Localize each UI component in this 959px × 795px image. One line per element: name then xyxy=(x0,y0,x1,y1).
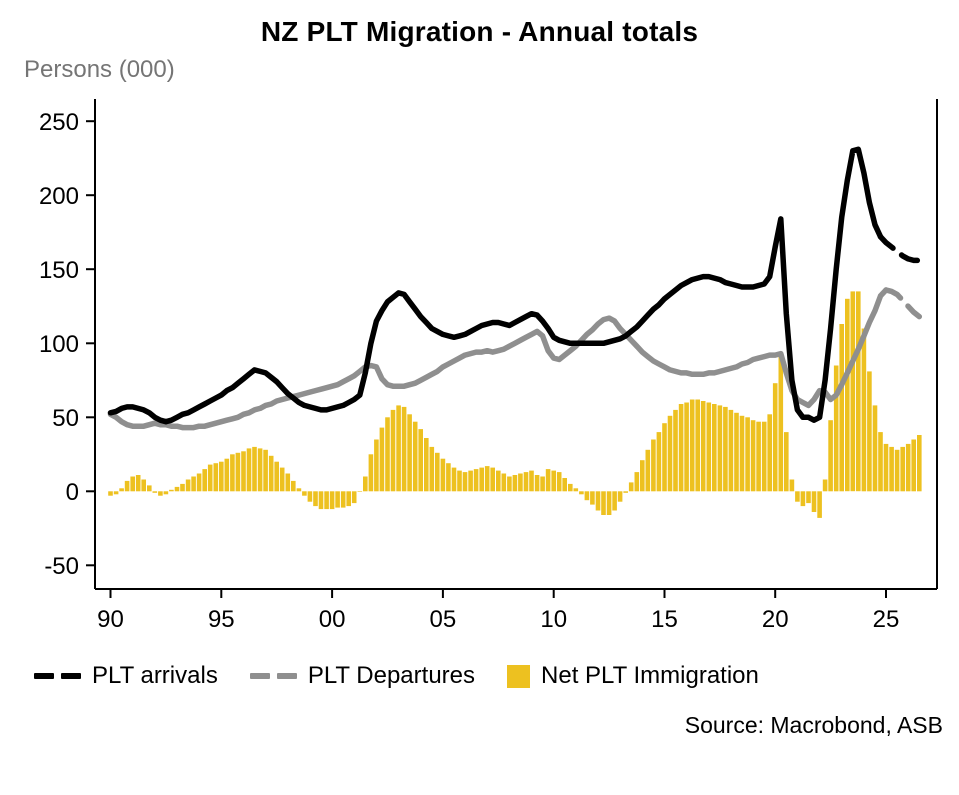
legend-item-net-plt-immigration: Net PLT Immigration xyxy=(507,662,759,690)
legend-label-plt-arrivals: PLT arrivals xyxy=(92,662,218,689)
x-tick-label: 00 xyxy=(319,606,346,633)
net-plt-immigration-swatch-icon xyxy=(507,664,531,688)
y-tick-label: 100 xyxy=(39,331,79,358)
x-tick-label: 25 xyxy=(873,606,900,633)
legend-label-plt-departures: PLT Departures xyxy=(307,662,476,689)
net-plt-immigration-bars xyxy=(108,291,922,518)
plt-departures-line xyxy=(107,287,923,431)
axis-labels: -50 0 50 100 150 200 250 90 95 00 05 10 15 20 25 xyxy=(39,109,899,633)
legend-label-net-plt-immigration: Net PLT Immigration xyxy=(541,662,759,689)
legend: PLT arrivals PLT Departures Net PLT Immi… xyxy=(34,662,959,690)
x-tick-label: 15 xyxy=(651,606,678,633)
plt-departures-line-swatch-icon xyxy=(249,672,297,680)
y-tick-label: -50 xyxy=(44,553,79,580)
y-tick-label: 250 xyxy=(39,109,79,136)
x-tick-label: 10 xyxy=(540,606,567,633)
migration-chart: -50 0 50 100 150 200 250 90 95 00 05 10 15 20 25 xyxy=(39,99,938,633)
y-tick-label: 200 xyxy=(39,183,79,210)
y-tick-label: 0 xyxy=(66,479,79,506)
source-note: Source: Macrobond, ASB xyxy=(684,712,943,738)
x-tick-label: 90 xyxy=(97,606,124,633)
x-tick-label: 95 xyxy=(208,606,235,633)
axes xyxy=(86,99,938,598)
x-tick-label: 05 xyxy=(430,606,457,633)
legend-item-plt-arrivals: PLT arrivals xyxy=(34,662,218,690)
x-tick-label: 20 xyxy=(762,606,789,633)
chart-title: NZ PLT Migration - Annual totals xyxy=(260,16,699,47)
plt-arrivals-line xyxy=(107,146,923,425)
legend-item-plt-departures: PLT Departures xyxy=(249,662,476,690)
plt-arrivals-line-swatch-icon xyxy=(34,672,81,680)
y-axis-unit-label: Persons (000) xyxy=(24,56,175,83)
y-tick-label: 150 xyxy=(39,257,79,284)
y-tick-label: 50 xyxy=(52,405,79,432)
